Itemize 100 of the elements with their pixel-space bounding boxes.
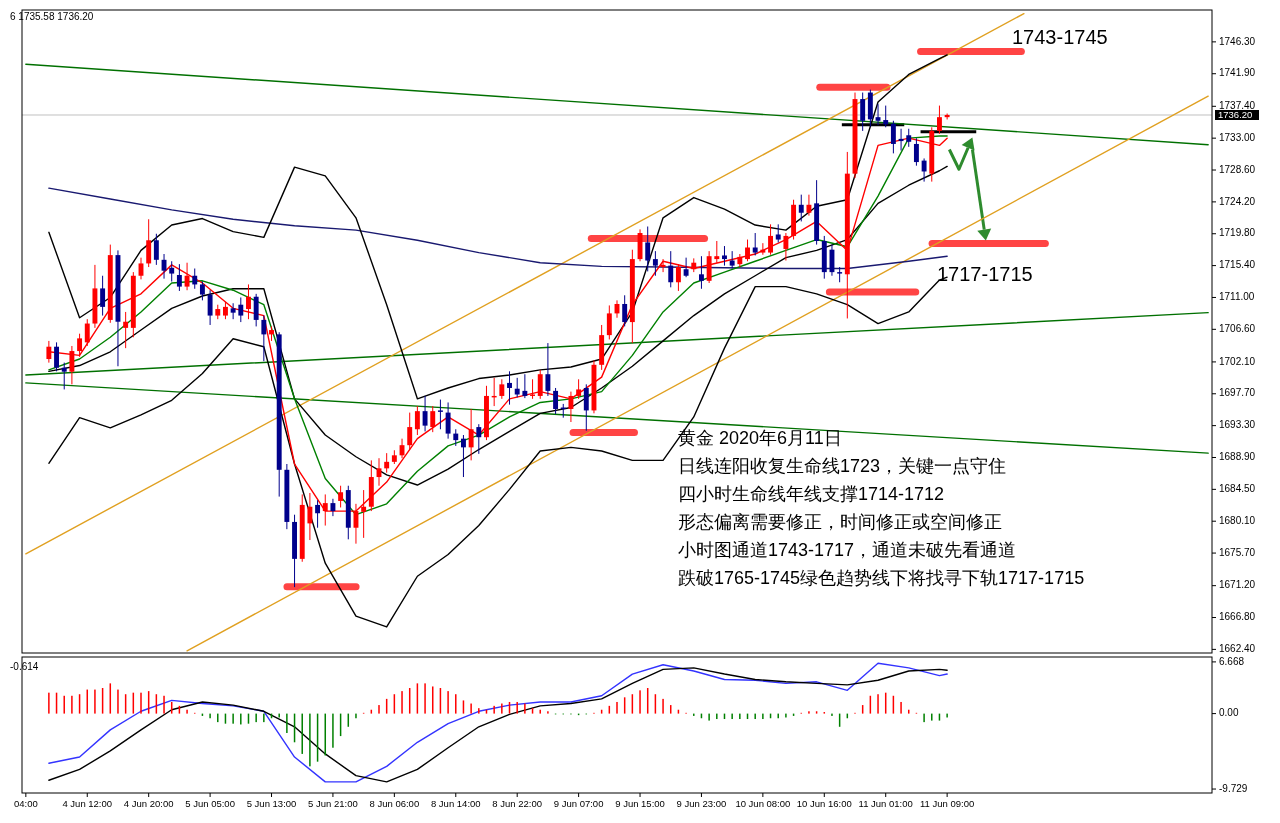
candlestick	[545, 342, 551, 397]
candlestick	[890, 120, 896, 154]
candlestick	[100, 275, 106, 317]
x-tick-label: 4 Jun 12:00	[62, 798, 113, 809]
candlestick	[944, 113, 950, 120]
candlestick	[84, 318, 90, 347]
candlestick	[683, 257, 689, 278]
candlestick	[530, 378, 536, 400]
x-tick-label: 11 Jun 01:00	[858, 798, 913, 809]
x-tick-label: 4 Jun 20:00	[123, 798, 174, 809]
candlestick	[752, 232, 758, 256]
annotation: 形态偏离需要修正，时间修正或空间修正	[678, 512, 1002, 532]
annotation: -0.614	[10, 661, 39, 672]
y-tick-label: 1706.60	[1219, 322, 1256, 334]
annotation: 6 1735.58 1736.20	[10, 11, 94, 22]
candlestick	[414, 405, 420, 436]
candlestick	[192, 268, 198, 290]
y-tick-label: 1675.70	[1219, 546, 1256, 558]
candlestick	[253, 293, 259, 327]
annotation: 小时图通道1743-1717，通道未破先看通道	[678, 540, 1017, 560]
y-tick-label: 1719.80	[1219, 227, 1256, 239]
candlestick	[576, 378, 582, 400]
y-tick-label: 1715.40	[1219, 259, 1256, 271]
candlestick	[760, 242, 766, 256]
candlestick	[745, 239, 750, 262]
x-tick-label: 5 Jun 13:00	[246, 798, 297, 809]
x-tick-label: 9 Jun 07:00	[553, 798, 604, 809]
candlestick	[176, 263, 182, 292]
candlestick	[507, 370, 512, 406]
annotation: 跌破1765-1745绿色趋势线下将找寻下轨1717-1715	[678, 568, 1085, 588]
candlestick	[522, 373, 528, 399]
x-tick-label: 5 Jun 21:00	[308, 798, 358, 809]
y-tick-label: 1724.20	[1219, 195, 1256, 207]
candlestick	[937, 105, 942, 135]
candlestick	[652, 250, 658, 277]
candlestick	[660, 258, 666, 273]
candlestick	[537, 369, 543, 400]
candlestick	[921, 157, 927, 183]
candlestick	[246, 283, 251, 320]
x-tick-label: 9 Jun 23:00	[676, 798, 727, 809]
y-tick-label: 1693.30	[1219, 419, 1256, 431]
x-tick-label: 8 Jun 22:00	[492, 798, 543, 809]
candlestick	[430, 405, 436, 433]
annotation: 黄金 2020年6月11日	[678, 428, 842, 448]
y-tick-label: 1746.30	[1219, 35, 1256, 47]
candlestick	[384, 452, 390, 474]
y-tick-label: 1680.10	[1219, 514, 1256, 526]
y-tick-label: 1728.60	[1219, 163, 1256, 175]
candlestick	[806, 194, 812, 217]
candlestick	[622, 294, 628, 327]
candlestick	[722, 245, 727, 267]
candlestick	[768, 223, 774, 256]
candlestick	[906, 128, 912, 148]
candlestick	[476, 423, 482, 455]
annotation: 四小时生命线年线支撑1714-1712	[678, 484, 945, 504]
y-tick-label: 1662.40	[1219, 643, 1256, 655]
candlestick	[153, 233, 159, 266]
x-tick-label: 04:00	[13, 798, 38, 809]
x-tick-label: 5 Jun 05:00	[185, 798, 235, 809]
y-tick-label: 1671.20	[1219, 579, 1256, 591]
candlestick	[169, 260, 175, 283]
candlestick	[407, 412, 413, 451]
x-tick-label: 8 Jun 14:00	[430, 798, 481, 809]
y-tick-label: 6.668	[1219, 655, 1245, 667]
candlestick	[461, 434, 466, 478]
y-tick-label: 1733.00	[1219, 131, 1256, 143]
y-tick-label: 1711.00	[1219, 291, 1255, 303]
candlestick	[783, 232, 789, 262]
candlestick	[146, 218, 152, 268]
candlestick	[199, 281, 205, 301]
annotation: 1743-1745	[1012, 26, 1108, 48]
y-tick-label: 1737.40	[1219, 99, 1256, 111]
candlestick	[54, 341, 60, 372]
y-tick-label: 1702.10	[1219, 355, 1256, 367]
candlestick	[307, 492, 313, 541]
candlestick	[583, 383, 589, 432]
candlestick	[77, 333, 83, 358]
candlestick	[568, 391, 574, 423]
y-tick-label: 1688.90	[1219, 451, 1256, 463]
candlestick	[775, 223, 781, 243]
candlestick	[883, 105, 889, 128]
candlestick	[230, 302, 236, 320]
ref-line-label: 1736.20	[1218, 108, 1253, 120]
x-tick-label: 10 Jun 16:00	[796, 798, 852, 809]
candlestick	[898, 128, 904, 151]
x-tick-label: 10 Jun 08:00	[735, 798, 791, 809]
candlestick	[261, 315, 267, 362]
candlestick	[860, 92, 866, 132]
candlestick	[184, 262, 190, 291]
x-tick-label: 8 Jun 06:00	[369, 798, 420, 809]
candlestick	[675, 263, 681, 292]
y-tick-label: 1666.80	[1219, 611, 1256, 623]
candlestick	[468, 408, 474, 461]
candlestick	[645, 226, 651, 272]
y-tick-label: 1741.90	[1219, 67, 1256, 79]
candlestick	[422, 395, 428, 432]
candlestick	[123, 311, 129, 349]
candlestick	[798, 194, 804, 222]
candlestick	[61, 362, 67, 390]
candlestick	[606, 304, 612, 340]
